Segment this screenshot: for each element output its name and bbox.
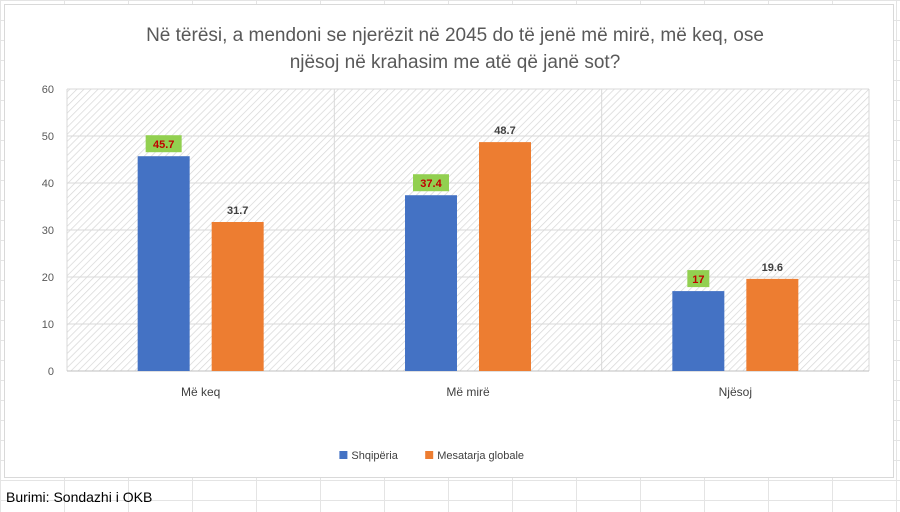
data-label: 19.6 <box>762 262 783 274</box>
chart-title-line-2: njësoj në krahasim me atë që janë sot? <box>290 52 621 73</box>
y-tick-label: 20 <box>42 272 54 284</box>
y-tick-label: 40 <box>42 178 54 190</box>
bar <box>211 222 264 371</box>
legend-swatch <box>425 451 434 459</box>
bar <box>672 291 725 371</box>
legend-swatch <box>339 451 348 459</box>
bar <box>479 142 531 371</box>
x-tick-label: Më keq <box>181 385 220 399</box>
y-tick-label: 10 <box>42 319 54 331</box>
y-tick-label: 50 <box>42 131 54 143</box>
bar <box>137 156 190 371</box>
y-tick-label: 30 <box>42 225 54 237</box>
bar <box>405 195 457 371</box>
y-tick-label: 0 <box>48 366 54 378</box>
chart-title-line-1: Në tërësi, a mendoni se njerëzit në 2045… <box>146 25 764 46</box>
bar-chart: Në tërësi, a mendoni se njerëzit në 2045… <box>42 25 870 462</box>
x-tick-label: Më mirë <box>446 385 490 399</box>
data-label-background <box>145 135 182 153</box>
y-tick-label: 60 <box>42 84 54 96</box>
data-label: 31.7 <box>227 205 248 217</box>
data-label-background <box>687 270 710 288</box>
data-label: 37.4 <box>420 178 442 190</box>
chart-frame: Në tërësi, a mendoni se njerëzit në 2045… <box>4 4 894 478</box>
source-note: Burimi: Sondazhi i OKB <box>6 489 153 505</box>
legend-label: Shqipëria <box>351 450 398 462</box>
data-label: 45.7 <box>153 139 174 151</box>
data-label: 17 <box>692 274 704 286</box>
bar <box>746 278 799 371</box>
data-label: 48.7 <box>494 125 515 137</box>
data-label-background <box>413 174 449 192</box>
x-tick-label: Njësoj <box>719 385 752 399</box>
legend-label: Mesatarja globale <box>437 450 524 462</box>
